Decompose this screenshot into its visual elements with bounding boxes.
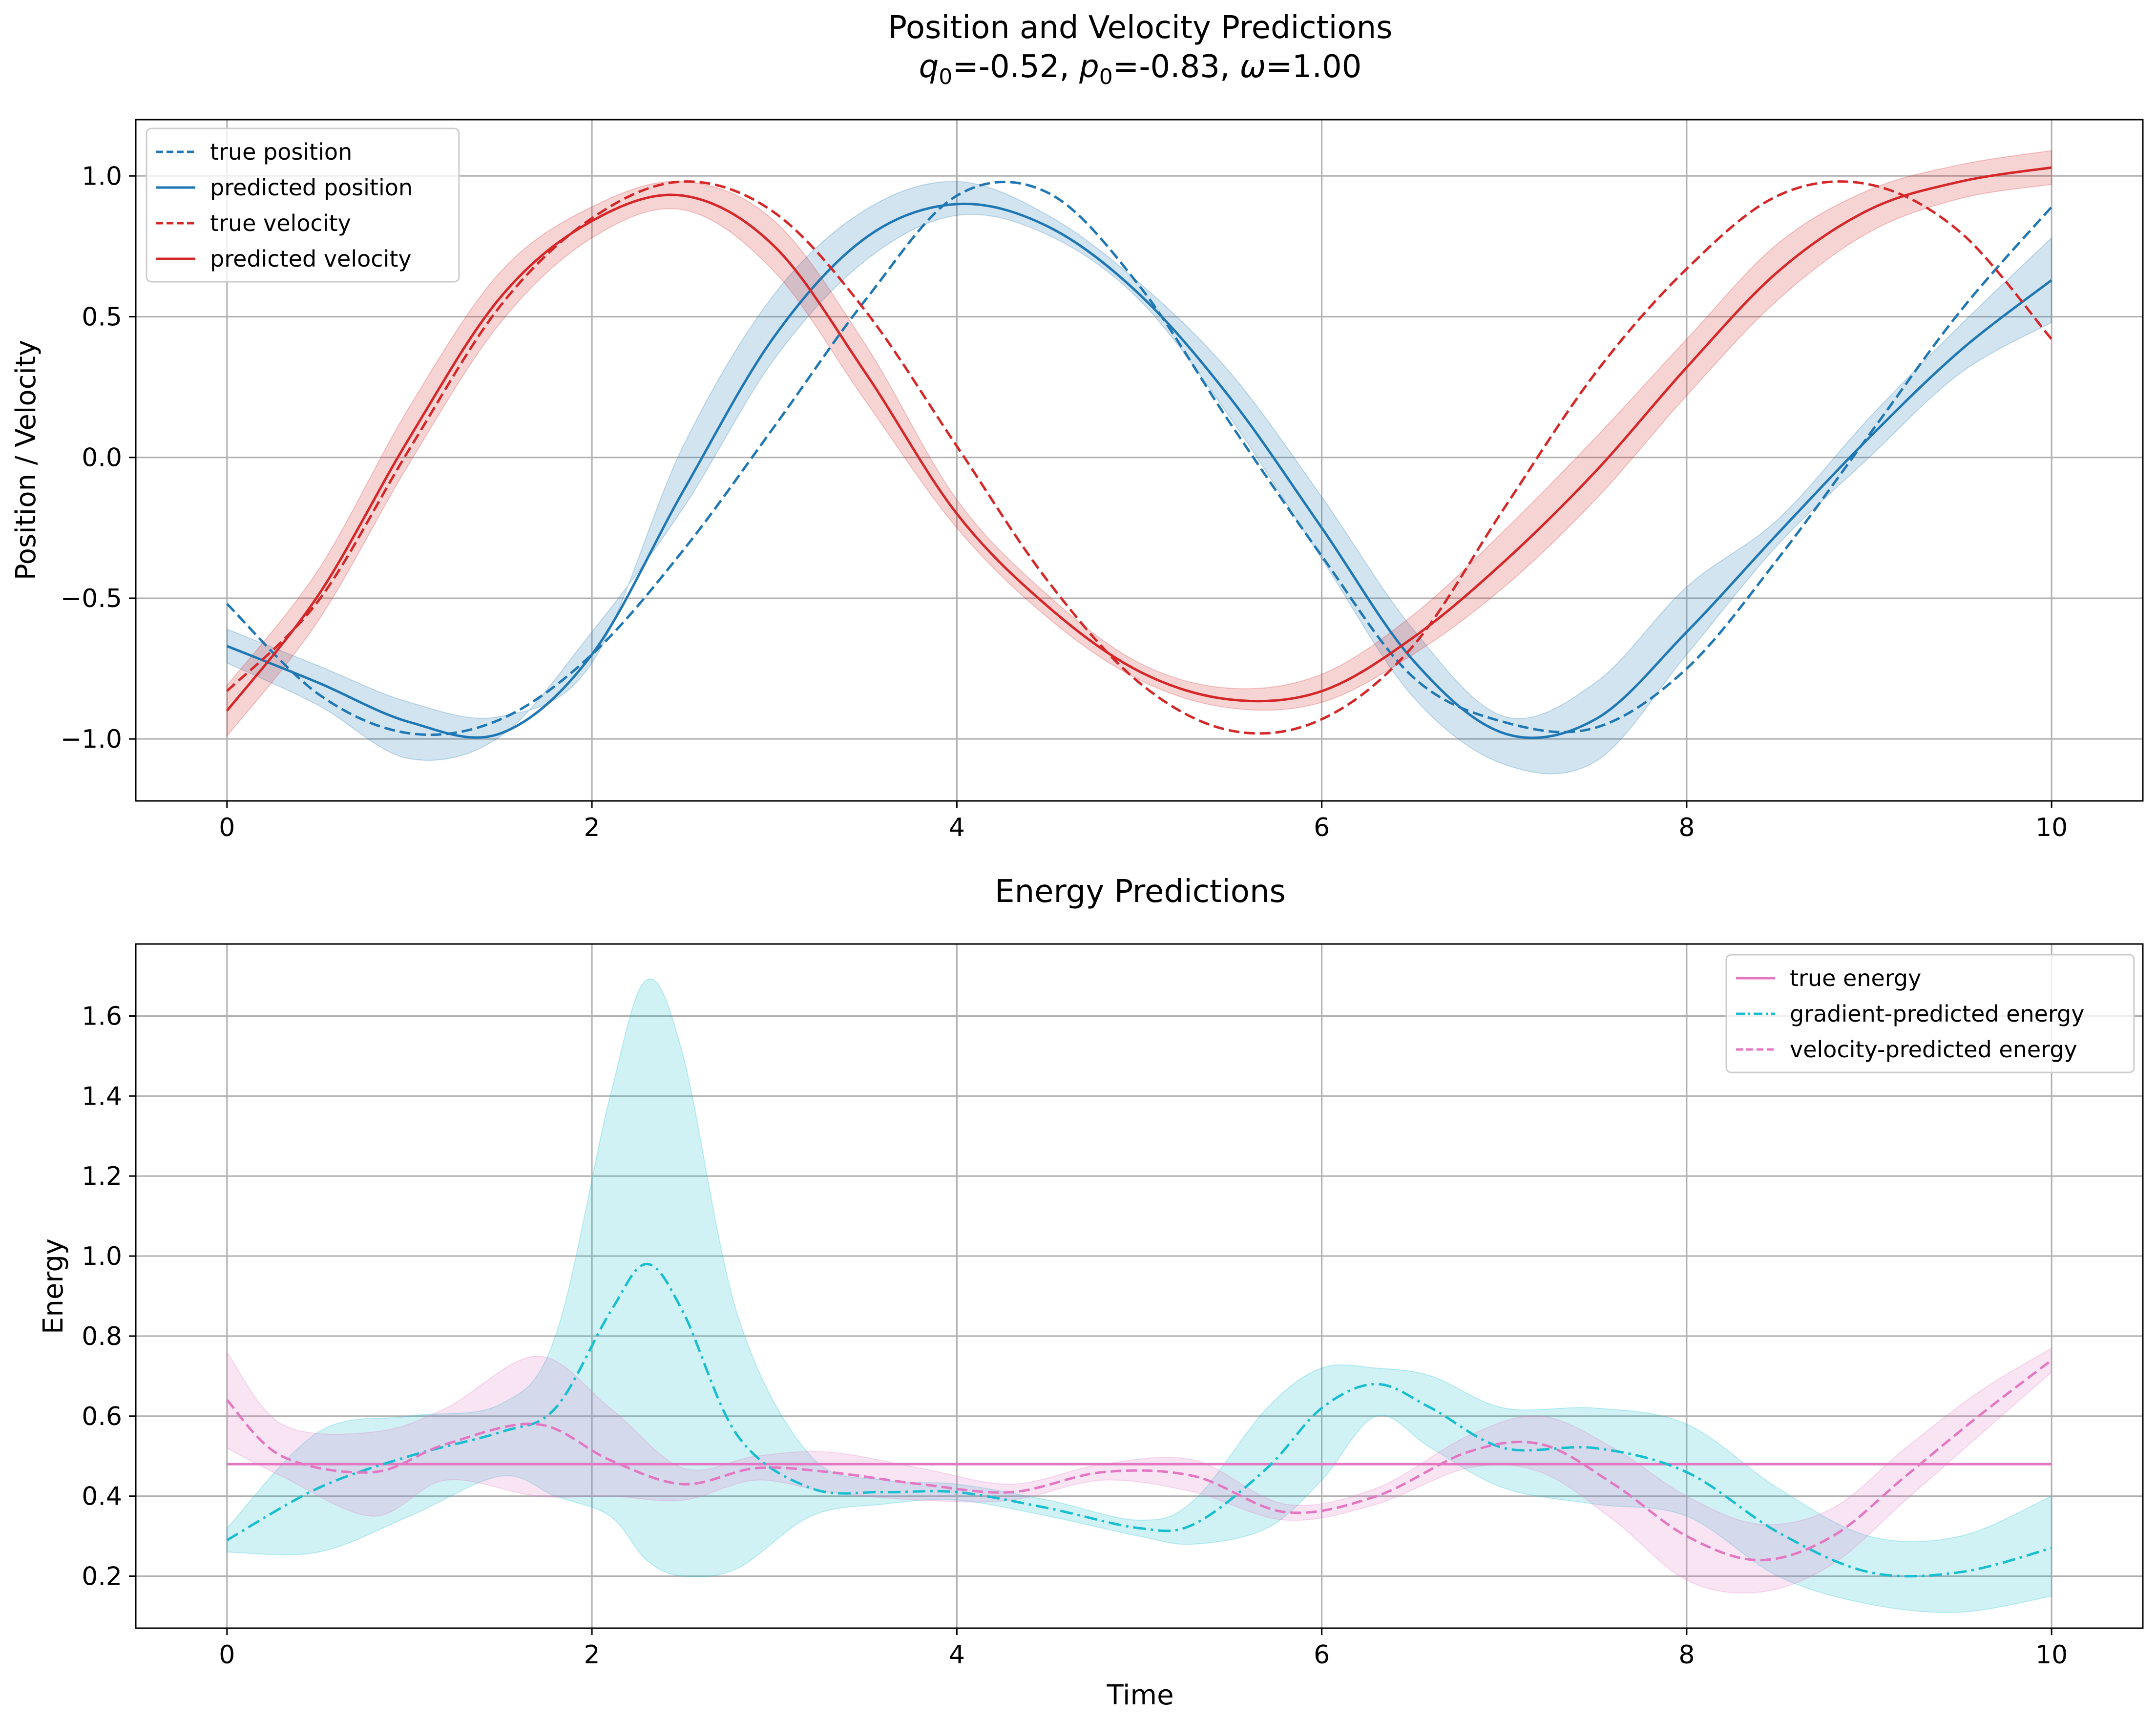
y-tick-label: −0.5 bbox=[61, 584, 122, 613]
legend-label-predicted-position: predicted position bbox=[210, 174, 413, 201]
band-predicted-position bbox=[226, 181, 2052, 775]
y-tick-label: 0.6 bbox=[82, 1402, 122, 1431]
x-tick-label: 2 bbox=[584, 1640, 600, 1670]
legend-label-gradient-predicted-energy: gradient-predicted energy bbox=[1790, 1001, 2084, 1027]
chart-title: Energy Predictions bbox=[995, 874, 1286, 910]
series-predicted-position bbox=[226, 202, 2052, 739]
legend-top: true position predicted position true velo… bbox=[146, 127, 460, 283]
chart-subtitle: q0=-0.52, p0=-0.83, ω=1.00 bbox=[919, 49, 1362, 89]
x-tick-label: 8 bbox=[1678, 813, 1695, 842]
series-true-position bbox=[226, 180, 2053, 736]
y-tick-label: 1.0 bbox=[82, 162, 122, 191]
y-tick-label: 1.2 bbox=[82, 1162, 122, 1191]
chart-title: Position and Velocity Predictions bbox=[888, 10, 1393, 46]
legend-box bbox=[146, 127, 460, 283]
y-tick-label: 0.8 bbox=[82, 1322, 122, 1351]
y-tick-label: 1.4 bbox=[82, 1082, 122, 1111]
x-tick-label: 10 bbox=[2035, 1640, 2068, 1670]
x-tick-label: 2 bbox=[584, 813, 600, 842]
energy-chart: Energy Predictions 0 2 4 6 8 10 0.2 0.4 0.6 0.8 1.… bbox=[38, 874, 2144, 1711]
plot-frame bbox=[135, 943, 2144, 1629]
legend-label-velocity-predicted-energy: velocity-predicted energy bbox=[1790, 1036, 2077, 1063]
x-tick-label: 8 bbox=[1678, 1640, 1695, 1670]
x-tick-label: 0 bbox=[219, 813, 235, 842]
legend-label-predicted-velocity: predicted velocity bbox=[210, 246, 412, 272]
series-velocity-predicted-energy bbox=[226, 1359, 2052, 1562]
legend-label-true-velocity: true velocity bbox=[210, 210, 351, 236]
x-tick-label: 4 bbox=[949, 1640, 965, 1670]
y-tick-label: 0.2 bbox=[82, 1562, 122, 1591]
x-tick-label: 0 bbox=[219, 1640, 235, 1670]
legend-label-true-energy: true energy bbox=[1790, 965, 1921, 991]
legend-bottom: true energy gradient-predicted energy velo… bbox=[1725, 954, 2135, 1073]
x-tick-label: 4 bbox=[949, 813, 965, 842]
y-tick-label: 0.0 bbox=[82, 443, 122, 473]
position-velocity-chart: Position and Velocity Predictions q0=-0.… bbox=[10, 10, 2144, 842]
x-tick-label: 10 bbox=[2035, 813, 2068, 842]
legend-label-true-position: true position bbox=[210, 139, 352, 165]
y-axis-label: Position / Velocity bbox=[10, 340, 42, 580]
y-tick-label: −1.0 bbox=[61, 725, 122, 754]
x-axis-label: Time bbox=[1106, 1679, 1173, 1711]
plot-frame bbox=[135, 119, 2144, 802]
y-tick-label: 1.0 bbox=[82, 1242, 122, 1271]
y-tick-label: 0.4 bbox=[82, 1482, 122, 1511]
y-tick-label: 1.6 bbox=[82, 1002, 122, 1031]
x-tick-label: 6 bbox=[1314, 1640, 1330, 1670]
y-tick-label: 0.5 bbox=[82, 303, 122, 332]
series-predicted-velocity bbox=[226, 166, 2052, 712]
band-gradient-predicted-energy bbox=[226, 978, 2052, 1613]
x-tick-label: 6 bbox=[1314, 813, 1330, 842]
legend-box bbox=[1725, 954, 2135, 1073]
series-gradient-predicted-energy bbox=[226, 1262, 2052, 1578]
series-true-velocity bbox=[226, 180, 2053, 735]
y-axis-label: Energy bbox=[38, 1238, 69, 1334]
